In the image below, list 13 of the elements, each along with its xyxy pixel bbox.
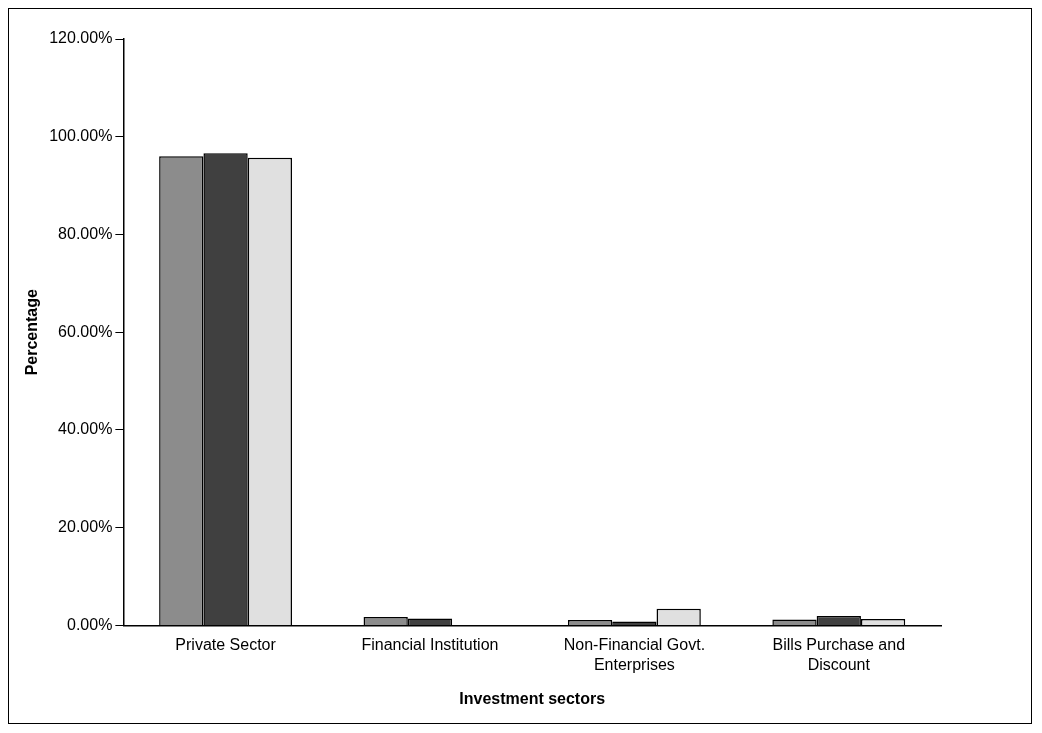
y-tick-label: 40.00% [58, 420, 113, 438]
y-tick-label: 120.00% [49, 29, 113, 47]
y-tick-label: 100.00% [49, 127, 113, 145]
y-tick-label: 60.00% [58, 322, 113, 340]
y-tick-label: 20.00% [58, 518, 113, 536]
x-tick-label: Private Sector [175, 636, 277, 654]
y-axis-title: Percentage [23, 288, 41, 376]
x-tick-label: Bills Purchase and Discount [772, 636, 906, 673]
y-tick-label: 0.00% [66, 615, 113, 633]
x-axis-title: Investment sectors [459, 689, 606, 707]
y-tick-label: 80.00% [58, 224, 113, 242]
x-tick-label: Financial Institution [361, 636, 499, 654]
x-tick-label: Non-Financial Govt. Enterprises [563, 636, 706, 673]
